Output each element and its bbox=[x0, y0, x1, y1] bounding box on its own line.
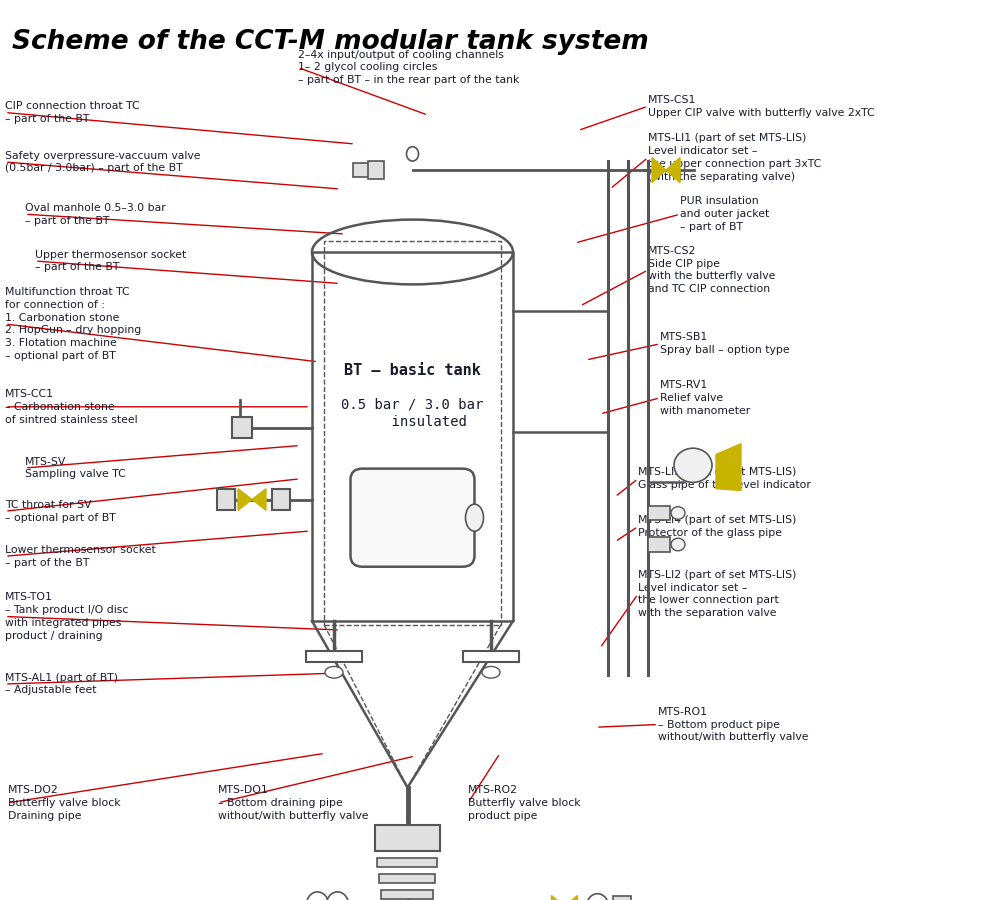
Text: CIP connection throat TC
– part of the BT: CIP connection throat TC – part of the B… bbox=[5, 101, 140, 124]
Text: MTS-CC1
– Carbonation stone
of sintred stainless steel: MTS-CC1 – Carbonation stone of sintred s… bbox=[5, 389, 138, 425]
Text: MTS-LI4 (part of set MTS-LIS)
Protector of the glass pipe: MTS-LI4 (part of set MTS-LIS) Protector … bbox=[638, 515, 796, 538]
FancyBboxPatch shape bbox=[351, 469, 475, 567]
Ellipse shape bbox=[674, 448, 712, 482]
Text: MTS-LI2 (part of set MTS-LIS)
Level indicator set –
the lower connection part
wi: MTS-LI2 (part of set MTS-LIS) Level indi… bbox=[638, 570, 796, 618]
Text: MTS-LI1 (part of set MTS-LIS)
Level indicator set –
the upper connection part 3x: MTS-LI1 (part of set MTS-LIS) Level indi… bbox=[648, 133, 821, 182]
Text: MTS-TO1
– Tank product I/O disc
with integrated pipes
product / draining: MTS-TO1 – Tank product I/O disc with int… bbox=[5, 592, 128, 641]
Text: MTS-DO1
– Bottom draining pipe
without/with butterfly valve: MTS-DO1 – Bottom draining pipe without/w… bbox=[218, 785, 368, 821]
Text: Multifunction throat TC
for connection of :
1. Carbonation stone
2. HopGun – dry: Multifunction throat TC for connection o… bbox=[5, 287, 141, 361]
Text: MTS-RO1
– Bottom product pipe
without/with butterfly valve: MTS-RO1 – Bottom product pipe without/wi… bbox=[658, 706, 808, 742]
Text: TC throat for SV
– optional part of BT: TC throat for SV – optional part of BT bbox=[5, 500, 116, 523]
Ellipse shape bbox=[306, 892, 328, 900]
Polygon shape bbox=[666, 158, 680, 183]
Polygon shape bbox=[552, 896, 564, 900]
Bar bbox=[352, 163, 374, 177]
Text: MTS-LI3 (part of set MTS-LIS)
Glass pipe of the level indicator: MTS-LI3 (part of set MTS-LIS) Glass pipe… bbox=[638, 467, 811, 491]
Text: Scheme of the CCT-M modular tank system: Scheme of the CCT-M modular tank system bbox=[12, 29, 649, 55]
Text: Upper thermosensor socket
– part of the BT: Upper thermosensor socket – part of the … bbox=[35, 249, 186, 273]
Bar bbox=[217, 489, 235, 510]
Polygon shape bbox=[716, 444, 741, 490]
Bar bbox=[381, 890, 433, 899]
Ellipse shape bbox=[586, 894, 608, 900]
Ellipse shape bbox=[482, 666, 500, 679]
Bar bbox=[306, 651, 362, 661]
Bar bbox=[379, 874, 435, 883]
Text: MTS-RV1
Relief valve
with manometer: MTS-RV1 Relief valve with manometer bbox=[660, 380, 750, 416]
Text: MTS-RO2
Butterfly valve block
product pipe: MTS-RO2 Butterfly valve block product pi… bbox=[468, 785, 581, 821]
Ellipse shape bbox=[671, 507, 685, 519]
Bar bbox=[375, 825, 440, 850]
Text: MTS-CS1
Upper CIP valve with butterfly valve 2xTC: MTS-CS1 Upper CIP valve with butterfly v… bbox=[648, 94, 875, 118]
Text: Safety overpressure-vaccuum valve
(0.5bar / 3.0bar) – part of the BT: Safety overpressure-vaccuum valve (0.5ba… bbox=[5, 150, 200, 174]
Text: MTS-CS2
Side CIP pipe
with the butterfly valve
and TC CIP connection: MTS-CS2 Side CIP pipe with the butterfly… bbox=[648, 246, 775, 294]
Text: Lower thermosensor socket
– part of the BT: Lower thermosensor socket – part of the … bbox=[5, 544, 156, 568]
Ellipse shape bbox=[326, 892, 348, 900]
Bar bbox=[463, 651, 519, 661]
Ellipse shape bbox=[325, 666, 343, 679]
Text: Oval manhole 0.5–3.0 bar
– part of the BT: Oval manhole 0.5–3.0 bar – part of the B… bbox=[25, 202, 166, 226]
Text: 0.5 bar / 3.0 bar
    insulated: 0.5 bar / 3.0 bar insulated bbox=[341, 397, 484, 429]
Bar bbox=[368, 161, 384, 179]
Bar bbox=[648, 537, 670, 552]
Text: 2–4x input/output of cooling channels
1– 2 glycol cooling circles
– part of BT –: 2–4x input/output of cooling channels 1–… bbox=[298, 50, 519, 86]
Polygon shape bbox=[252, 489, 266, 510]
Polygon shape bbox=[652, 158, 666, 183]
Bar bbox=[648, 506, 670, 520]
Ellipse shape bbox=[671, 538, 685, 551]
Bar bbox=[232, 417, 252, 438]
Bar bbox=[377, 858, 437, 867]
Bar bbox=[380, 827, 435, 838]
Ellipse shape bbox=[406, 147, 418, 161]
Polygon shape bbox=[238, 489, 252, 510]
Bar bbox=[272, 489, 290, 510]
Text: MTS-DO2
Butterfly valve block
Draining pipe: MTS-DO2 Butterfly valve block Draining p… bbox=[8, 785, 121, 821]
Text: MTS-SB1
Spray ball – option type: MTS-SB1 Spray ball – option type bbox=[660, 332, 790, 356]
Ellipse shape bbox=[466, 504, 484, 531]
Text: PUR insulation
and outer jacket
– part of BT: PUR insulation and outer jacket – part o… bbox=[680, 196, 769, 232]
Text: BT – basic tank: BT – basic tank bbox=[344, 363, 481, 378]
Bar bbox=[612, 896, 631, 900]
Polygon shape bbox=[564, 896, 578, 900]
Text: MTS-SV
Sampling valve TC: MTS-SV Sampling valve TC bbox=[25, 456, 126, 480]
Text: MTS-AL1 (part of BT)
– Adjustable feet: MTS-AL1 (part of BT) – Adjustable feet bbox=[5, 672, 118, 696]
